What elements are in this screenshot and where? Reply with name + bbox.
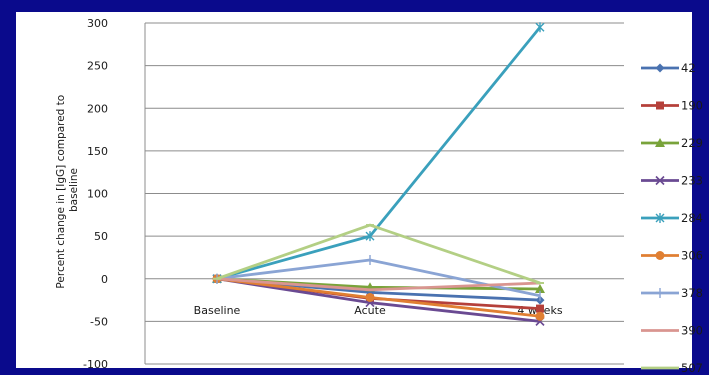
legend-label: 507 (681, 361, 703, 375)
legend-marker (656, 101, 664, 110)
chart-background (16, 12, 692, 368)
legend-item-378: 378 (641, 286, 703, 300)
legend: 42 190 229 233 284 306 378 390 507 (641, 61, 703, 375)
legend-label: 390 (681, 324, 703, 338)
y-axis-title-line-1: Percent change in [IgG] compared to (55, 95, 67, 289)
x-tick-label: Baseline (194, 304, 241, 317)
legend-marker (655, 213, 665, 223)
legend-item-42: 42 (641, 61, 696, 75)
legend-item-507: 507 (641, 361, 703, 375)
data-point (365, 293, 375, 303)
y-tick-label: -100 (83, 358, 108, 371)
series-lines (212, 22, 545, 326)
legend-label: 229 (681, 136, 703, 150)
data-point (536, 304, 544, 313)
legend-label: 284 (681, 211, 703, 225)
legend-label: 378 (681, 286, 703, 300)
data-point (535, 283, 545, 293)
legend-label: 42 (681, 61, 696, 75)
series-507 (213, 223, 544, 285)
y-tick-label: 0 (101, 273, 108, 286)
y-tick-label: 300 (87, 17, 108, 30)
y-axis-title: Percent change in [IgG] compared to base… (55, 91, 80, 288)
gridlines (145, 22, 624, 365)
y-tick-label: 100 (87, 188, 108, 201)
data-point (535, 22, 545, 33)
legend-label: 233 (681, 174, 703, 188)
y-axis-title-line-2: baseline (68, 168, 80, 212)
series-306 (212, 274, 545, 321)
legend-item-306: 306 (641, 249, 703, 263)
y-tick-label: 250 (87, 60, 108, 73)
data-point (535, 311, 545, 321)
legend-item-390: 390 (641, 324, 703, 338)
y-tick-label: -50 (90, 315, 108, 328)
legend-item-233: 233 (641, 174, 703, 188)
legend-marker (655, 63, 665, 73)
legend-item-190: 190 (641, 99, 703, 113)
x-tick-label: Acute (354, 304, 386, 317)
legend-label: 306 (681, 249, 703, 263)
y-tick-label: 150 (87, 145, 108, 158)
legend-marker (655, 138, 665, 147)
legend-marker (655, 175, 665, 186)
legend-item-229: 229 (641, 136, 703, 150)
legend-label: 190 (681, 99, 703, 113)
y-tick-label: 200 (87, 102, 108, 115)
y-tick-label: 50 (94, 230, 108, 243)
data-point (365, 231, 375, 242)
legend-marker (655, 251, 665, 260)
legend-item-284: 284 (641, 211, 703, 225)
